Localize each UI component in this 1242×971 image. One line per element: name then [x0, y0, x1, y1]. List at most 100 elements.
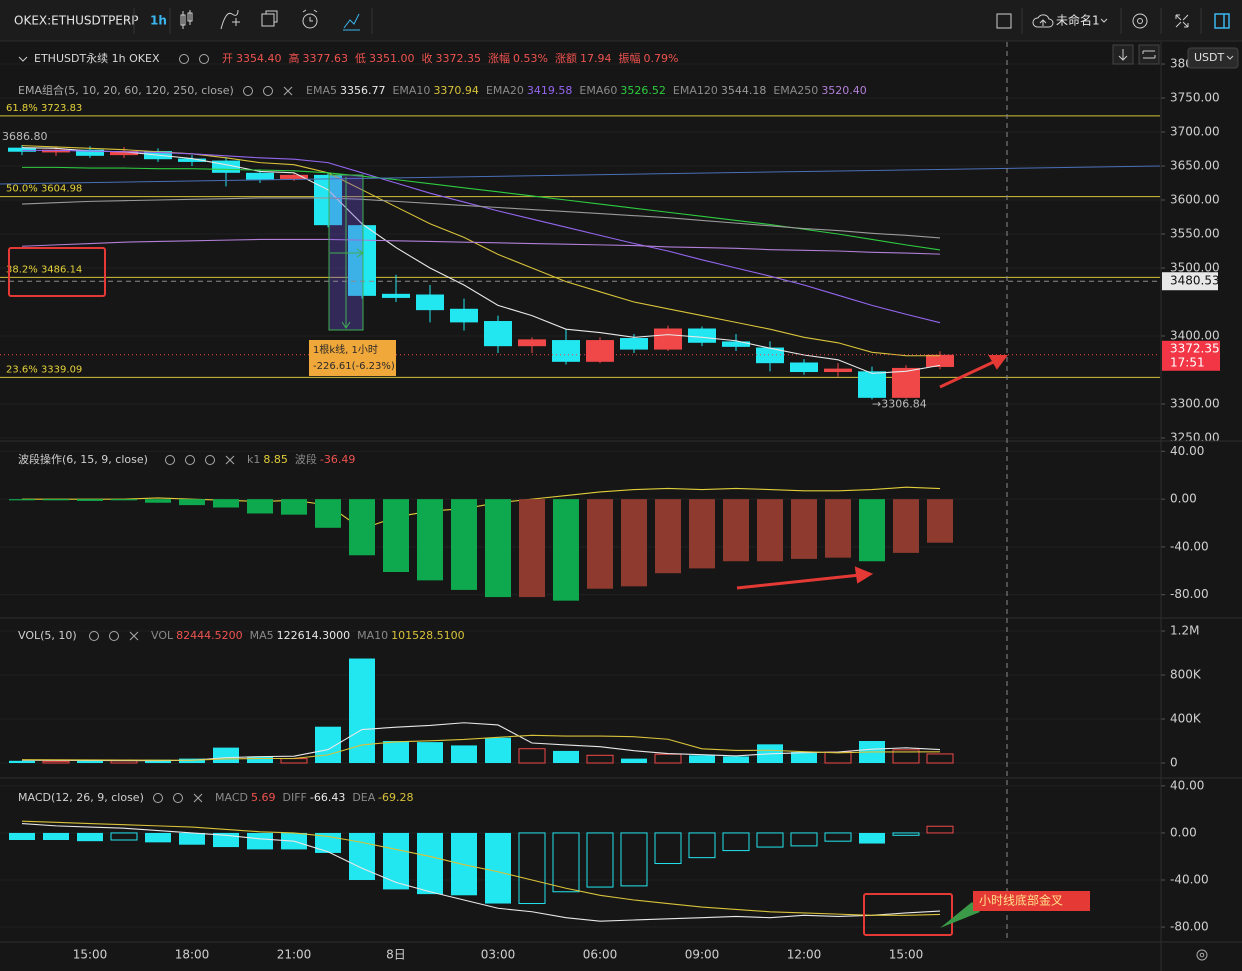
legend-item: EMA10: [392, 84, 430, 97]
candle-body: [416, 294, 444, 311]
chart-buttons: USDT: [1112, 44, 1239, 69]
y-tick-label: 3650.00: [1170, 159, 1220, 173]
bar: [485, 737, 511, 764]
candle-body: [8, 147, 36, 152]
bar: [77, 760, 103, 764]
compare-button[interactable]: [261, 10, 278, 27]
crosshair-label: 3480.53: [1170, 274, 1220, 288]
y-tick-label: 3300.00: [1170, 396, 1220, 410]
bar: [586, 754, 614, 764]
cloud-icon[interactable]: [1032, 14, 1054, 28]
candle-body: [824, 368, 852, 373]
indicator-button[interactable]: [220, 9, 240, 30]
legend-item: -36.49: [320, 453, 355, 466]
bar: [383, 499, 409, 572]
indicator-title: EMA组合(5, 10, 20, 60, 120, 250, close): [18, 83, 234, 97]
candle-type-button[interactable]: [180, 10, 193, 29]
bar: [892, 832, 920, 836]
settings-icon: [109, 631, 119, 641]
currency-button[interactable]: [1187, 47, 1239, 69]
chart-title: ETHUSDT永续 1h OKEX: [34, 51, 160, 65]
indicator-line: [21, 734, 941, 761]
highlight-box: [8, 247, 106, 297]
legend-item: 高: [289, 51, 300, 65]
y-tick-label: 0.00: [1170, 492, 1197, 506]
legend-item: 82444.5200: [176, 629, 242, 642]
last-price-bg: [1162, 340, 1220, 371]
countdown: 17:51: [1170, 355, 1205, 369]
bar: [552, 832, 580, 893]
y-tick-label: 40.00: [1170, 778, 1204, 792]
legend-item: MACD: [215, 791, 248, 804]
bar: [485, 832, 511, 904]
symbol[interactable]: OKEX:ETHUSDTPERP: [14, 14, 138, 28]
candle-body: [246, 172, 274, 180]
callout-text: 小时线底部金叉: [979, 893, 1063, 908]
settings-button[interactable]: [1132, 13, 1148, 29]
arrow: [736, 573, 861, 590]
arrow-head: [854, 566, 874, 584]
bar: [145, 499, 171, 503]
icon: [1118, 49, 1128, 61]
visibility-icon: [89, 631, 99, 641]
bar: [824, 832, 852, 842]
bar: [111, 499, 137, 501]
candle-body: [552, 340, 580, 362]
bar: [654, 753, 682, 764]
legend-item: EMA20: [486, 84, 524, 97]
fib-label: 23.6% 3339.09: [6, 364, 82, 375]
candle-body: [620, 338, 648, 350]
legend-item: MA10: [357, 629, 388, 642]
bar: [9, 760, 35, 764]
bar: [213, 499, 239, 508]
bar: [349, 658, 375, 764]
layout-name[interactable]: 未命名1: [1056, 13, 1100, 28]
x-tick-label: 09:00: [685, 948, 720, 962]
bar: [77, 499, 103, 501]
y-tick-label: 1.2M: [1170, 624, 1199, 638]
drawing-button[interactable]: [343, 13, 360, 31]
axis-settings[interactable]: [1196, 949, 1208, 961]
legend: VOL 82444.5200 MA5 122614.3000 MA10 101528.51…: [151, 629, 465, 642]
bar: [825, 499, 851, 558]
bar: [518, 748, 546, 764]
bar: [9, 499, 35, 501]
indicator-line: [21, 238, 941, 255]
legend-item: 3544.18: [721, 84, 767, 97]
reset-button[interactable]: [1138, 44, 1160, 65]
bar: [655, 499, 681, 574]
currency[interactable]: USDT: [1194, 51, 1225, 64]
bar: [757, 499, 783, 562]
panel-button[interactable]: [1214, 13, 1230, 29]
visibility-icon: [165, 455, 175, 465]
interval[interactable]: 1h: [150, 14, 167, 28]
y-tick-label: -40.00: [1170, 873, 1209, 887]
legend-item: 低: [355, 52, 366, 65]
bar: [553, 499, 579, 601]
bar: [791, 752, 817, 764]
settings-icon: [185, 455, 195, 465]
dropdown-caret[interactable]: [1100, 18, 1108, 23]
legend-item: 5.69: [251, 791, 276, 804]
indicator-line: [21, 147, 941, 374]
legend-item: 3351.00: [369, 52, 415, 65]
measure-box: [309, 340, 396, 376]
alert-button[interactable]: [302, 9, 318, 29]
x-tick-label: 15:00: [889, 948, 924, 962]
low-marker: →3306.84: [872, 397, 927, 410]
collapse-caret: [18, 56, 28, 62]
bar: [349, 832, 375, 880]
legend-item: 3354.40: [236, 52, 282, 65]
x-tick-label: 15:00: [73, 948, 108, 962]
annotations: [8, 247, 1008, 936]
x-tick-label: 06:00: [583, 948, 618, 962]
select-button[interactable]: [996, 13, 1012, 29]
bar: [621, 499, 647, 587]
candle-body: [314, 174, 342, 226]
legend-item: 3370.94: [433, 84, 479, 97]
bar: [859, 832, 885, 844]
dropdown-caret: [1226, 55, 1234, 60]
fullscreen-button[interactable]: [1175, 14, 1189, 28]
crosshair-label-bg: [1162, 272, 1218, 291]
